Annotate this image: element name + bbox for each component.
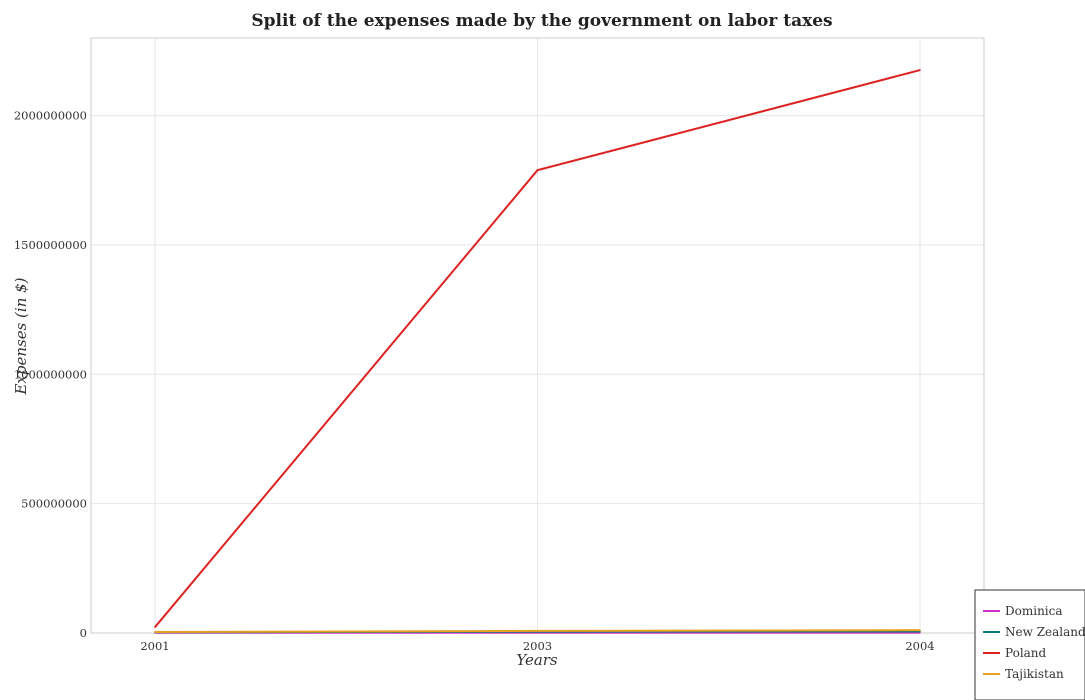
y-tick-label: 1000000000 [14,367,87,381]
chart-title: Split of the expenses made by the govern… [251,11,832,31]
x-tick-label: 2001 [140,639,169,653]
series-lines [154,69,921,634]
y-tick-label: 500000000 [21,497,87,511]
grid [91,38,984,634]
x-tick-label: 2004 [905,639,934,653]
y-axis-label: Expenses (in $) [12,277,30,395]
legend-label: Poland [1005,646,1047,660]
data-point [919,629,921,631]
data-point [536,630,539,632]
x-axis-label: Years [516,651,558,669]
data-point [536,169,539,171]
legend-box [974,589,1085,700]
y-tick-label: 1500000000 [14,238,87,252]
legend-label: Tajikistan [1005,667,1064,681]
legend: Dominica New Zealand Poland Tajikistan [974,589,1085,700]
data-point [154,631,156,633]
y-tick-label: 0 [80,626,87,640]
data-point [154,626,156,628]
legend-label: New Zealand [1005,625,1085,639]
legend-label: Dominica [1005,604,1063,618]
y-tick-label: 2000000000 [14,109,87,123]
x-ticks: 2001 2003 2004 [140,639,934,653]
x-tick-label: 2003 [523,639,552,653]
data-point [919,69,921,71]
y-ticks: 0 500000000 1000000000 1500000000 2000000000 [14,109,87,640]
